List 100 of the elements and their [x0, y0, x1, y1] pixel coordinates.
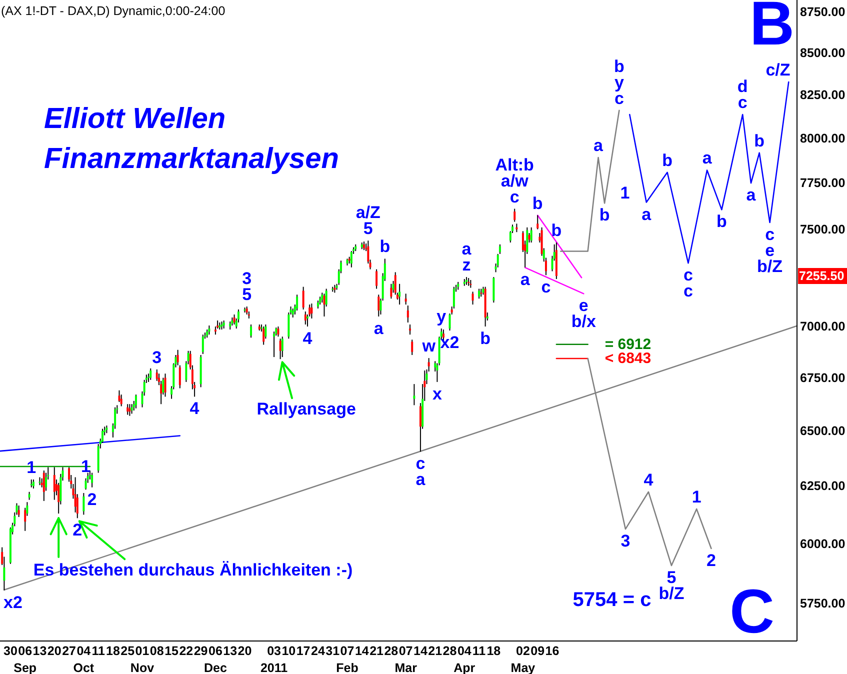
- candlestick: [404, 293, 407, 306]
- x-tick-label: 17: [296, 644, 310, 658]
- candlestick: [42, 470, 45, 502]
- annotation: Rallyansage: [256, 400, 356, 419]
- x-tick-label: 29: [194, 644, 208, 658]
- annotation: b: [480, 329, 491, 348]
- x-tick-label: 18: [486, 644, 501, 658]
- annotation: 2: [706, 550, 716, 570]
- annotation: a: [594, 136, 604, 155]
- candlestick: [304, 310, 306, 325]
- candlestick: [32, 478, 34, 489]
- candlestick: [472, 291, 474, 306]
- candlestick: [411, 339, 414, 356]
- annotation: 2: [72, 520, 82, 540]
- candlestick: [134, 394, 137, 409]
- x-tick-label: 18: [106, 644, 120, 658]
- candlestick: [394, 272, 396, 296]
- annotation: x2: [4, 592, 22, 612]
- candlestick: [398, 283, 401, 306]
- annotation: b: [380, 237, 390, 256]
- x-tick-label: 10: [282, 644, 296, 658]
- y-tick-label: 6500.00: [800, 424, 846, 438]
- annotation: b: [551, 220, 562, 240]
- candlestick: [176, 349, 179, 366]
- annotation: b: [599, 206, 610, 225]
- candlestick: [208, 325, 210, 336]
- annotation: c/Z: [766, 60, 790, 80]
- y-tick-label: 8000.00: [800, 131, 846, 146]
- candlestick: [202, 334, 204, 354]
- annotation: w: [421, 336, 436, 356]
- candlestick: [530, 226, 532, 243]
- x-tick-label: 27: [62, 644, 76, 658]
- annotation: x2: [440, 333, 460, 352]
- x-tick-label: 09: [530, 644, 545, 658]
- annotation: b: [716, 212, 727, 232]
- x-tick-label: 25: [120, 644, 135, 658]
- annotation: 3: [152, 348, 162, 367]
- candlestick: [130, 404, 133, 414]
- annotation: b: [532, 194, 543, 213]
- candlestick: [120, 394, 122, 407]
- candlestick: [178, 364, 181, 389]
- candlestick: [281, 336, 284, 358]
- candlestick: [406, 305, 409, 323]
- candlestick: [413, 384, 416, 406]
- candlestick: [468, 278, 470, 286]
- candlestick: [390, 283, 392, 300]
- candlestick: [262, 326, 265, 346]
- line-series: [560, 110, 620, 252]
- x-tick-label: 08: [150, 644, 164, 658]
- x-tick-label: 16: [545, 644, 560, 658]
- annotation: 5754 = c: [572, 589, 652, 611]
- y-tick-label: 7500.00: [800, 222, 846, 236]
- y-tick-label: 8250.00: [800, 88, 846, 102]
- x-tick-label: 21: [370, 644, 384, 658]
- annotation: y: [436, 307, 447, 326]
- candlestick: [118, 390, 120, 402]
- y-tick-label: 6750.00: [800, 370, 846, 385]
- candlestick: [470, 279, 472, 288]
- y-tick-label: 8500.00: [800, 46, 846, 60]
- annotation: B: [750, 0, 794, 58]
- candlestick: [492, 276, 495, 304]
- candlestick: [536, 214, 539, 230]
- annotation: a: [520, 270, 530, 289]
- candlestick: [250, 324, 252, 338]
- annotation: a: [746, 186, 756, 205]
- annotation: 1: [620, 184, 630, 202]
- x-tick-label: 20: [47, 644, 62, 658]
- annotation: b: [662, 150, 672, 170]
- x-tick-label: 14: [414, 644, 428, 658]
- y-tick-label: 8750.00: [800, 5, 846, 20]
- annotation: a: [702, 148, 712, 168]
- text: Finanzmarktanalysen: [44, 143, 339, 175]
- candlestick: [150, 368, 152, 380]
- x-tick-label: 11: [92, 644, 105, 658]
- annotation: c: [541, 278, 551, 297]
- candlestick: [82, 492, 85, 516]
- annotation: Es bestehen durchaus Ähnlichkeiten :-): [33, 560, 353, 580]
- candlestick: [18, 505, 20, 518]
- annotation: 4: [644, 470, 654, 490]
- candlestick: [53, 466, 56, 500]
- candlestick: [323, 293, 326, 317]
- annotation: a: [374, 318, 384, 338]
- candlestick: [128, 404, 131, 416]
- annotation: x: [432, 384, 442, 404]
- candlestick: [91, 472, 94, 488]
- candlestick: [296, 294, 298, 311]
- candlestick: [376, 268, 378, 290]
- candlestick: [279, 338, 282, 360]
- annotation: 1: [692, 487, 702, 506]
- annotation: b: [614, 56, 624, 76]
- candlestick: [498, 244, 501, 254]
- candlestick: [409, 324, 411, 336]
- candlestick: [126, 404, 129, 416]
- candlestick: [302, 286, 304, 310]
- candlestick: [378, 294, 380, 317]
- x-tick-label: 14: [354, 644, 369, 658]
- candlestick: [478, 288, 480, 300]
- x-tick-label: 20: [238, 644, 252, 658]
- x-tick-label: 11: [472, 644, 486, 658]
- candlestick: [514, 208, 516, 222]
